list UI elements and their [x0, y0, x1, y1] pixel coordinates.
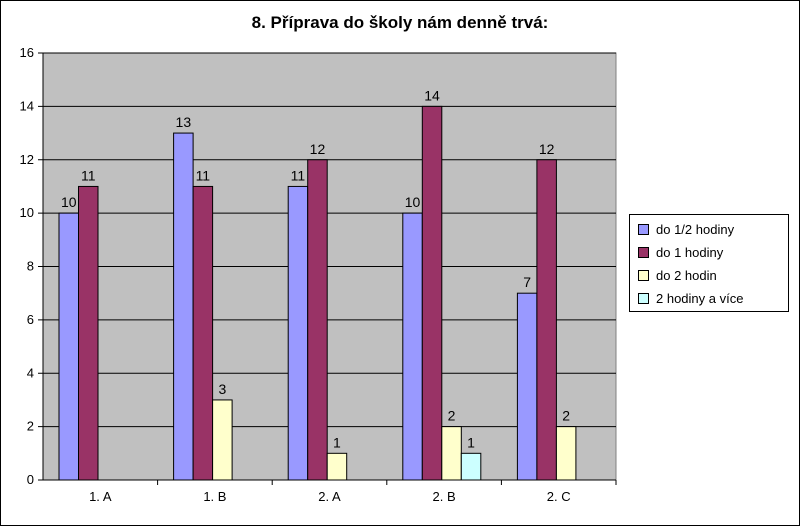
data-label: 11 [291, 167, 306, 183]
legend-swatch [638, 247, 649, 258]
bar [516, 292, 538, 481]
bar [536, 159, 557, 481]
data-label: 2 [562, 408, 570, 424]
x-tick-label: 1. A [89, 489, 112, 504]
y-tick-label: 16 [20, 45, 34, 60]
data-label: 11 [196, 167, 211, 183]
legend-label: do 2 hodin [656, 268, 717, 283]
bar [287, 185, 309, 481]
chart-title: 8. Příprava do školy nám denně trvá: [251, 13, 549, 32]
legend-swatch [638, 270, 649, 281]
bar [307, 159, 328, 481]
bar [421, 105, 443, 481]
bar [212, 399, 233, 481]
data-label: 10 [405, 194, 421, 210]
data-label: 14 [424, 87, 440, 103]
bar [58, 212, 79, 481]
y-tick-label: 10 [20, 205, 34, 220]
legend-item: do 2 hodin [638, 264, 788, 287]
bar [402, 212, 423, 481]
data-label: 12 [539, 141, 555, 157]
data-label: 2 [448, 408, 456, 424]
legend-label: 2 hodiny a více [656, 291, 744, 306]
x-tick-label: 1. B [203, 489, 226, 504]
y-tick-label: 0 [27, 472, 34, 487]
legend-swatch [638, 224, 649, 235]
legend: do 1/2 hodiny do 1 hodiny do 2 hodin 2 hodi… [629, 214, 789, 312]
x-tick-label: 2. A [318, 489, 341, 504]
data-label: 7 [523, 274, 531, 290]
data-label: 3 [218, 381, 226, 397]
data-label: 13 [176, 114, 192, 130]
bar [192, 185, 214, 481]
legend-item: do 1 hodiny [638, 241, 788, 264]
data-label: 1 [467, 434, 475, 450]
legend-swatch [638, 293, 649, 304]
bar [555, 426, 577, 481]
bar [78, 185, 99, 481]
y-tick-label: 12 [20, 152, 34, 167]
y-tick-label: 8 [27, 259, 34, 274]
data-label: 11 [81, 167, 96, 183]
bar [326, 452, 348, 481]
data-label: 10 [61, 194, 77, 210]
bar [173, 132, 194, 481]
y-tick-label: 6 [27, 312, 34, 327]
y-tick-label: 2 [27, 419, 34, 434]
legend-label: do 1 hodiny [656, 245, 724, 260]
legend-label: do 1/2 hodiny [656, 222, 735, 237]
bar [441, 426, 462, 481]
x-tick-label: 2. C [547, 489, 571, 504]
bar [460, 452, 482, 481]
y-tick-label: 14 [20, 98, 34, 113]
legend-item: do 1/2 hodiny [638, 218, 788, 241]
y-tick-label: 4 [27, 365, 34, 380]
data-label: 1 [333, 434, 341, 450]
legend-item: 2 hodiny a více [638, 287, 788, 310]
x-tick-label: 2. B [433, 489, 456, 504]
data-label: 12 [310, 141, 326, 157]
